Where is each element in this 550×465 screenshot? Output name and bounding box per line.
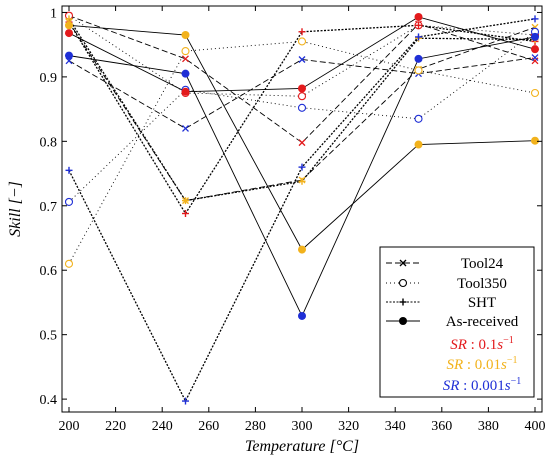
dot-marker	[531, 32, 540, 41]
legend-label: As-received	[446, 314, 519, 330]
circle-marker	[530, 88, 540, 98]
x-marker	[531, 54, 539, 62]
x-marker	[531, 57, 539, 65]
x-tick-label: 360	[431, 419, 452, 434]
plot-area	[64, 11, 540, 405]
x-marker	[182, 55, 189, 63]
x-tick-label: 320	[338, 419, 359, 434]
plus-marker	[399, 298, 407, 306]
dot-marker	[298, 245, 306, 254]
x-tick-label: 200	[58, 419, 79, 434]
series-line	[68, 15, 536, 144]
plus-marker	[415, 33, 423, 41]
plus-marker	[181, 397, 189, 405]
y-tick-label: 0.6	[40, 264, 58, 279]
x-tick-label: 400	[525, 419, 546, 434]
x-axis-label: Temperature [°C]	[245, 438, 359, 455]
y-tick-label: 0.9	[40, 71, 58, 86]
dot-marker	[181, 31, 190, 39]
circle-marker	[297, 37, 307, 46]
legend-label: Tool350	[457, 276, 507, 292]
circle-marker	[414, 66, 423, 75]
y-tick-label: 0.5	[40, 329, 58, 344]
x-tick-label: 300	[292, 419, 313, 434]
series-line	[68, 16, 536, 93]
circle-marker	[181, 47, 190, 56]
dot-marker	[414, 140, 423, 149]
x-marker	[399, 259, 407, 267]
circle-marker	[64, 259, 74, 268]
x-tick-label: 260	[198, 419, 219, 434]
plus-marker	[181, 197, 189, 205]
x-tick-label: 380	[478, 419, 499, 434]
x-tick-label: 340	[385, 419, 406, 434]
plus-marker	[181, 210, 189, 218]
legend-label: Tool24	[461, 256, 504, 272]
dot-marker	[181, 87, 190, 96]
plus-marker	[531, 15, 539, 23]
legend-label: SHT	[468, 295, 496, 311]
dot-marker	[531, 136, 540, 145]
circle-marker	[398, 278, 408, 288]
series-line	[68, 15, 536, 97]
series-line	[68, 21, 536, 215]
x-marker	[298, 56, 306, 63]
circle-marker	[297, 103, 307, 112]
y-tick-label: 0.8	[40, 135, 58, 150]
plus-marker	[65, 166, 73, 174]
x-marker	[182, 124, 189, 132]
circle-marker	[64, 197, 74, 206]
circle-marker	[297, 92, 307, 101]
legend-strain-rate-label: SR : 0.1s−1	[450, 335, 514, 353]
y-tick-label: 0.7	[40, 200, 58, 215]
dot-marker	[298, 84, 306, 93]
legend-strain-rate-label: SR : 0.01s−1	[446, 355, 517, 373]
axis-ticks: 200 220 240 260 280 300 320 340 360 380 400 0.4 0.5 0…	[40, 6, 546, 434]
dot-marker	[531, 45, 540, 54]
dot-marker	[181, 69, 190, 78]
dot-marker	[64, 21, 73, 30]
series-line	[68, 40, 536, 264]
legend: Tool24 Tool350 SHT As-received SR : 0.1s−1 SR…	[379, 246, 535, 398]
dot-marker	[298, 311, 306, 320]
dot-marker	[399, 317, 407, 325]
x-tick-label: 240	[152, 419, 173, 434]
plus-marker	[298, 28, 306, 36]
x-marker	[298, 139, 306, 147]
circle-marker	[414, 114, 423, 123]
plus-marker	[415, 21, 423, 29]
plus-marker	[65, 15, 73, 23]
dot-marker	[414, 54, 423, 63]
dot-marker	[64, 51, 73, 60]
dot-marker	[64, 29, 73, 38]
dot-marker	[414, 12, 423, 21]
x-tick-label: 280	[245, 419, 266, 434]
series-line	[68, 31, 536, 203]
legend-strain-rate-label: SR : 0.001s−1	[443, 376, 522, 394]
x-tick-label: 220	[105, 419, 126, 434]
plus-marker	[298, 163, 306, 171]
y-axis-label: Skill [−]	[7, 181, 24, 237]
plus-marker	[298, 177, 306, 185]
y-tick-label: 0.4	[40, 393, 58, 408]
series-line	[68, 21, 536, 202]
y-tick-label: 1	[50, 6, 57, 21]
